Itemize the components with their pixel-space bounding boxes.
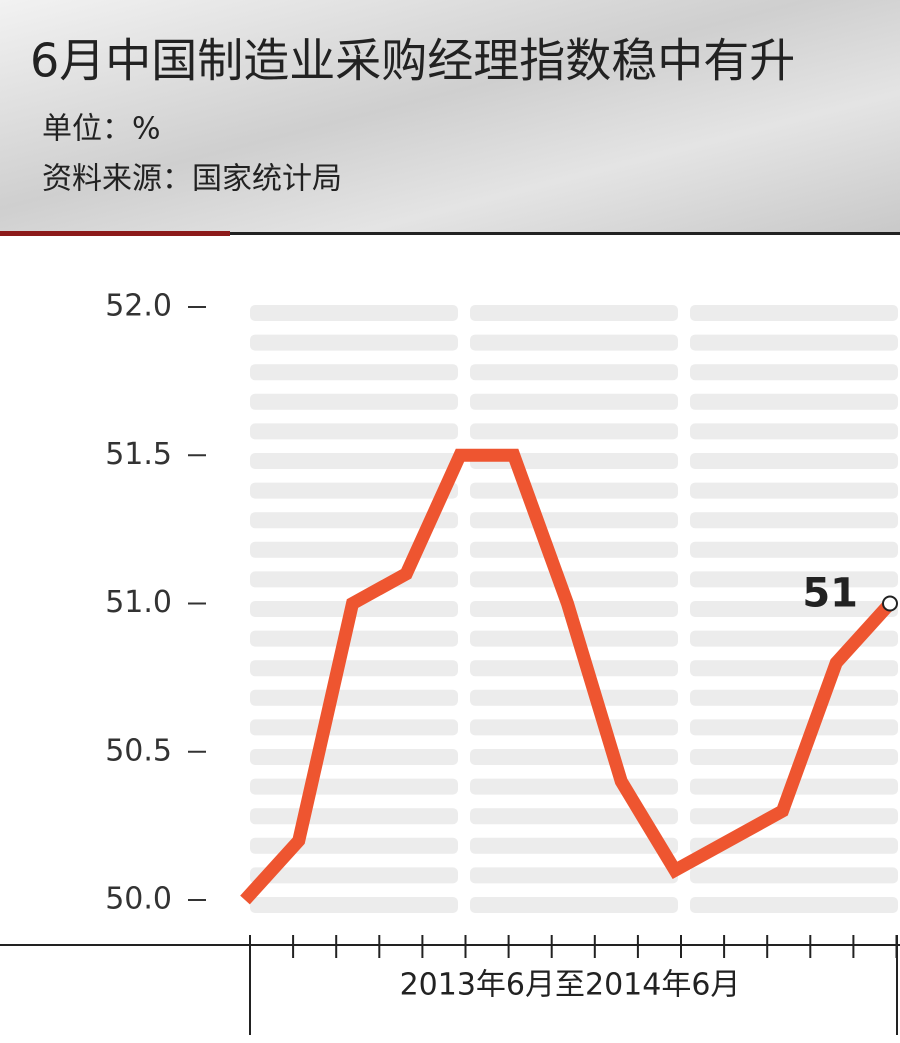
stripe xyxy=(470,393,678,410)
stripe xyxy=(250,453,458,469)
chart-title: 6月中国制造业采购经理指数稳中有升 xyxy=(30,34,795,88)
stripe xyxy=(690,364,898,381)
stripe xyxy=(690,837,898,854)
header-rule-red xyxy=(0,231,230,236)
stripe xyxy=(690,719,898,736)
stripe xyxy=(250,897,458,913)
stripe xyxy=(250,808,458,825)
stripe xyxy=(690,541,898,558)
stripe xyxy=(470,660,678,677)
stripe xyxy=(470,512,678,529)
stripe xyxy=(250,867,458,884)
source: 资料来源：国家统计局 xyxy=(42,162,342,197)
y-tick-label: 50.5 xyxy=(105,733,172,768)
stripe xyxy=(690,897,898,913)
value-label: 51 xyxy=(802,571,858,617)
stripe xyxy=(470,541,678,558)
stripe xyxy=(250,660,458,677)
stripe xyxy=(470,364,678,381)
stripe xyxy=(250,571,458,588)
header-rule xyxy=(230,232,900,235)
stripe xyxy=(250,778,458,795)
point-marker xyxy=(882,595,898,612)
stripe xyxy=(250,512,458,529)
y-tick-label: 51.0 xyxy=(105,585,172,620)
stripe xyxy=(250,334,458,351)
stripe xyxy=(470,482,678,499)
stripe xyxy=(250,364,458,381)
stripe xyxy=(250,689,458,706)
stripe xyxy=(470,719,678,736)
stripe xyxy=(250,719,458,736)
stripe xyxy=(690,601,898,617)
stripe xyxy=(250,482,458,499)
plot-background xyxy=(250,305,898,913)
stripe xyxy=(250,393,458,410)
y-tick-label: 51.5 xyxy=(105,437,172,472)
stripe xyxy=(470,571,678,588)
stripe xyxy=(690,393,898,410)
x-axis-label: 2013年6月至2014年6月 xyxy=(400,968,741,1003)
stripe xyxy=(250,749,458,765)
stripe xyxy=(250,423,458,440)
data-line xyxy=(240,448,895,905)
stripe xyxy=(470,808,678,825)
stripe xyxy=(690,808,898,825)
stripe xyxy=(470,423,678,440)
stripe xyxy=(470,897,678,913)
stripe xyxy=(250,541,458,558)
stripe xyxy=(470,837,678,854)
stripe xyxy=(690,867,898,884)
y-tick-label: 50.0 xyxy=(105,882,172,917)
stripe xyxy=(690,423,898,440)
stripe xyxy=(690,689,898,706)
subtitle: 单位：% xyxy=(42,112,161,147)
stripe xyxy=(690,453,898,469)
stripe xyxy=(690,571,898,588)
stripe xyxy=(690,749,898,765)
stripe xyxy=(470,305,678,321)
stripe xyxy=(250,305,458,321)
stripe xyxy=(470,689,678,706)
header-bg xyxy=(0,0,900,232)
stripe xyxy=(690,660,898,677)
stripe xyxy=(470,867,678,884)
stripe xyxy=(690,482,898,499)
stripe xyxy=(470,778,678,795)
stripe xyxy=(470,334,678,351)
stripe xyxy=(690,305,898,321)
stripe xyxy=(470,749,678,765)
stripe xyxy=(690,512,898,529)
stripe xyxy=(690,334,898,351)
stripe xyxy=(250,630,458,647)
y-tick-label: 52.0 xyxy=(105,289,172,324)
